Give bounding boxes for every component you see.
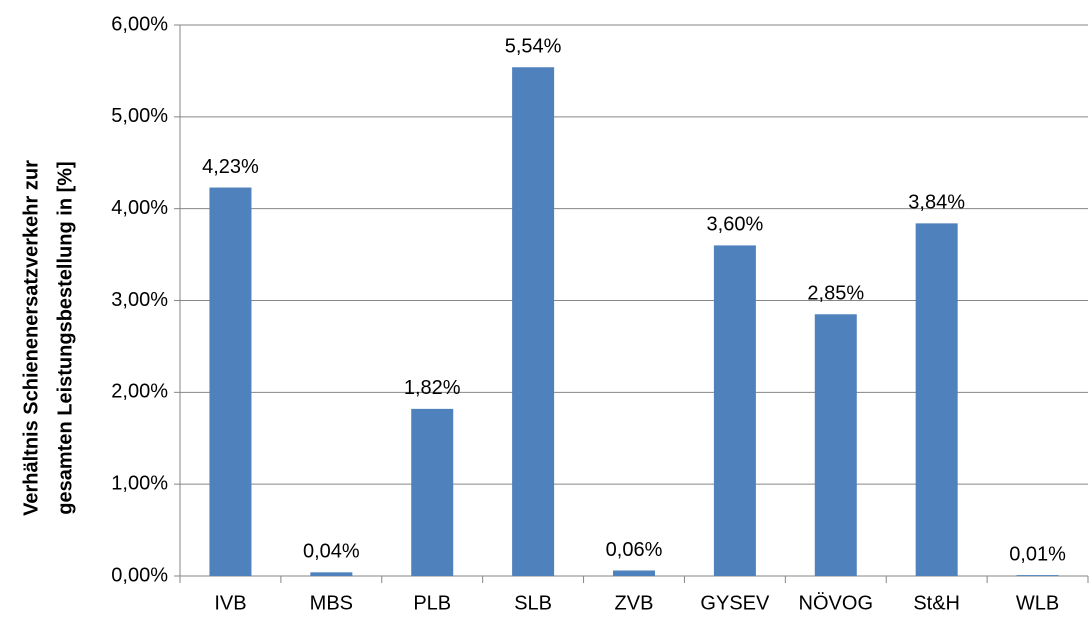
data-label: 4,23% [202,156,259,178]
x-tick-label: PLB [413,592,451,614]
y-tick-label: 4,00% [111,197,168,219]
bar [613,570,655,576]
y-axis-title-line: Verhältnis Schienenersatzverkehr zur [20,160,42,516]
bar [915,223,958,577]
x-tick-label: WLB [1016,592,1059,614]
data-label: 2,85% [807,283,864,305]
data-label: 1,82% [404,377,461,399]
y-tick-label: 1,00% [111,472,168,494]
bar [512,67,555,576]
bar [814,314,857,576]
bar [713,245,756,576]
data-label: 5,54% [505,36,562,58]
y-tick-label: 0,00% [111,564,168,586]
x-tick-label: ZVB [615,592,654,614]
y-tick-label: 3,00% [111,289,168,311]
bar [209,187,252,577]
bar [411,408,454,576]
x-tick-label: IVB [214,592,246,614]
x-tick-label: NÖVOG [799,592,873,614]
y-tick-label: 5,00% [111,105,168,127]
x-tick-label: St&H [913,592,960,614]
data-label: 3,60% [707,214,764,236]
x-tick-label: SLB [514,592,552,614]
x-tick-label: GYSEV [700,592,770,614]
data-label: 0,01% [1009,543,1066,565]
bar [310,572,353,576]
data-label: 0,06% [606,539,663,561]
y-axis-title-line: gesamten Leistungsbestellung in [%] [54,161,76,514]
y-tick-label: 2,00% [111,381,168,403]
data-label: 3,84% [908,192,965,214]
x-tick-label: MBS [310,592,353,614]
bar [1016,575,1059,576]
y-tick-label: 6,00% [111,13,168,35]
y-axis-title: Verhältnis Schienenersatzverkehr zur ges… [20,160,76,516]
data-label: 0,04% [303,541,360,563]
